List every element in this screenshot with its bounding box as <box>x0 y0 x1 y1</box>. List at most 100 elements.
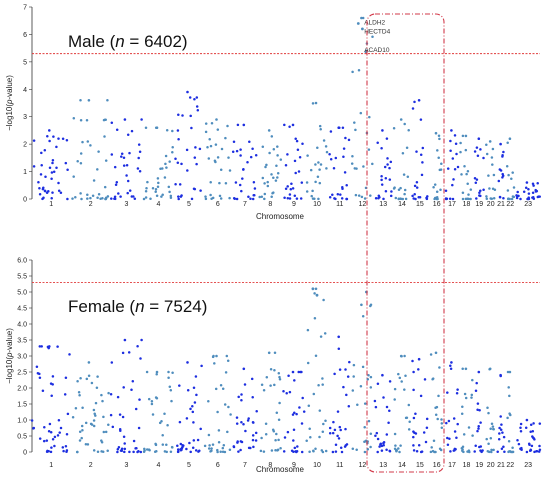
snp-point <box>336 192 340 196</box>
snp-point <box>263 192 267 196</box>
snp-point <box>369 375 373 379</box>
snp-point <box>366 447 370 451</box>
snp-point <box>505 164 509 168</box>
snp-point <box>452 178 455 181</box>
snp-point <box>530 444 534 448</box>
snp-point <box>456 388 459 391</box>
snp-point <box>51 383 54 386</box>
snp-peak-point <box>242 367 246 371</box>
x-axis-title: Chromosome <box>256 465 305 474</box>
snp-point <box>276 176 279 179</box>
snp-point <box>415 449 419 453</box>
snp-point <box>125 163 129 167</box>
snp-point <box>169 194 173 198</box>
snp-point <box>434 413 438 417</box>
snp-point <box>502 445 505 449</box>
snp-peak-point <box>464 134 468 138</box>
snp-point <box>307 404 311 408</box>
chromosome-10-points <box>305 101 329 201</box>
snp-point <box>437 394 440 398</box>
snp-peak-point <box>450 361 453 364</box>
snp-point <box>76 450 79 454</box>
snp-point <box>403 122 406 126</box>
snp-point <box>154 190 157 193</box>
snp-point <box>367 373 370 377</box>
snp-point <box>393 432 397 436</box>
snp-point <box>219 197 223 200</box>
snp-point <box>354 193 358 197</box>
snp-point <box>322 298 325 302</box>
chromosome-21-points <box>496 373 506 454</box>
snp-point <box>104 430 108 434</box>
snp-peak-point <box>87 99 91 102</box>
snp-point <box>68 353 71 356</box>
snp-point <box>361 16 365 20</box>
snp-point <box>386 163 389 166</box>
snp-point <box>55 166 58 169</box>
snp-point <box>411 359 414 363</box>
snp-point <box>438 137 441 141</box>
snp-point <box>382 197 385 201</box>
snp-point <box>127 351 131 354</box>
snp-point <box>61 137 65 140</box>
x-tick-label: 16 <box>433 462 441 469</box>
snp-point <box>425 196 428 200</box>
snp-point <box>51 191 54 194</box>
snp-point <box>122 386 125 389</box>
snp-point <box>51 437 55 441</box>
snp-point <box>320 449 324 452</box>
snp-point <box>258 195 261 199</box>
snp-point <box>92 419 96 422</box>
snp-point <box>95 386 99 390</box>
snp-point <box>255 409 258 413</box>
snp-point <box>65 138 69 142</box>
snp-point <box>41 187 45 191</box>
snp-point <box>186 169 189 172</box>
snp-point <box>174 157 177 161</box>
snp-point <box>289 187 293 191</box>
snp-point <box>357 194 361 197</box>
snp-point <box>264 433 268 436</box>
snp-peak-point <box>499 373 502 377</box>
snp-point <box>314 180 317 184</box>
snp-point <box>522 190 526 194</box>
snp-point <box>235 422 239 425</box>
snp-peak-point <box>87 361 91 364</box>
snp-point <box>420 173 424 177</box>
snp-point <box>470 393 474 397</box>
snp-point <box>38 186 41 190</box>
significant-snp-point <box>356 22 360 25</box>
snp-point <box>111 425 115 429</box>
snp-point <box>225 354 229 358</box>
snp-point <box>186 388 190 392</box>
snp-point <box>113 197 116 200</box>
snp-point <box>137 143 141 146</box>
chromosome-3-points <box>110 118 143 201</box>
snp-point <box>452 417 456 420</box>
snp-point <box>253 193 256 197</box>
snp-point <box>487 411 490 415</box>
snp-point <box>240 393 243 396</box>
y-tick-label: 1.0 <box>17 418 27 425</box>
snp-point <box>388 178 392 181</box>
x-tick-label: 8 <box>268 462 272 469</box>
snp-point <box>323 332 327 335</box>
snp-point <box>432 439 436 443</box>
snp-point <box>101 399 104 403</box>
snp-point <box>228 169 232 172</box>
snp-point <box>394 196 398 200</box>
snp-peak-point <box>337 126 341 129</box>
snp-point <box>332 420 335 424</box>
snp-point <box>293 379 296 382</box>
snp-point <box>333 428 337 432</box>
x-tick-label: 9 <box>292 462 296 469</box>
snp-point <box>296 148 300 152</box>
snp-point <box>334 450 338 453</box>
snp-point <box>363 426 366 429</box>
snp-point <box>510 177 513 180</box>
snp-point <box>313 197 316 200</box>
snp-peak-point <box>499 142 502 146</box>
snp-point <box>537 450 541 453</box>
snp-point <box>489 427 492 430</box>
snp-point <box>401 197 405 201</box>
